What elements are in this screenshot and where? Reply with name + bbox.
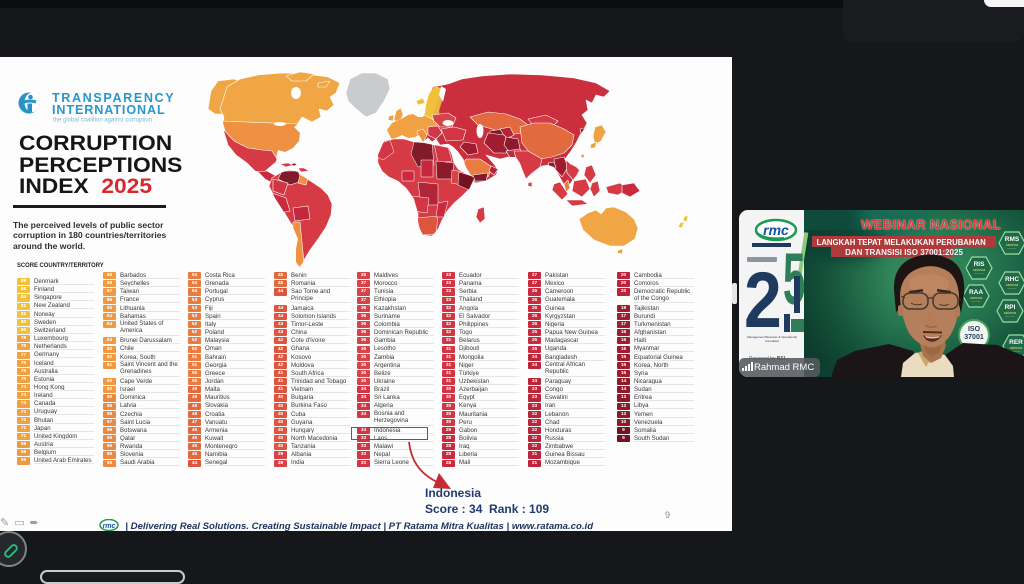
svg-text:INTERNATIONAL: INTERNATIONAL — [52, 103, 166, 117]
svg-text:rmc: rmc — [763, 222, 789, 238]
svg-text:the global coalition against c: the global coalition against corruption — [53, 118, 152, 124]
svg-text:rmc: rmc — [102, 523, 115, 530]
svg-text:TRANSPARENCY: TRANSPARENCY — [52, 91, 175, 105]
